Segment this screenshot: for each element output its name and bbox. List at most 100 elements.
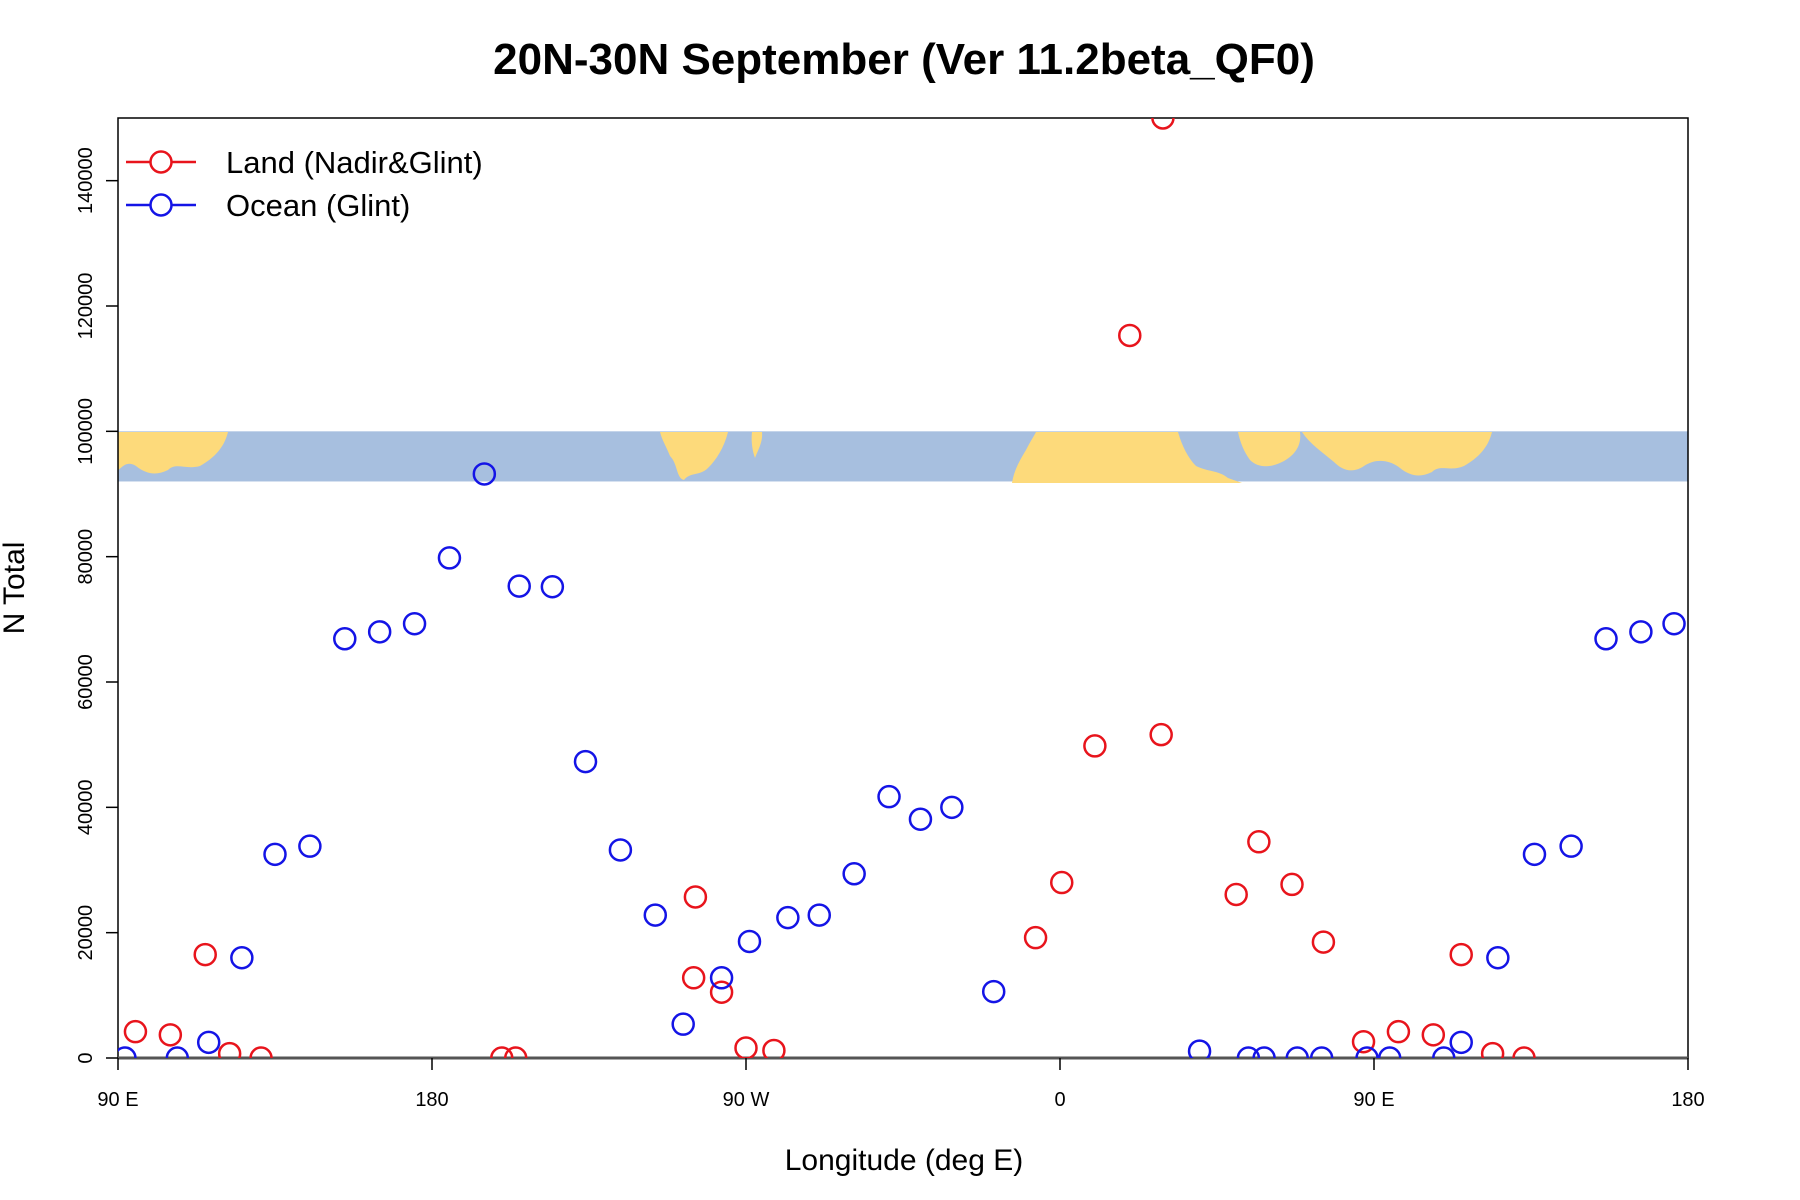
ocean-point-9 — [437, 546, 462, 570]
ocean-point-8 — [402, 611, 427, 636]
ocean-point-27 — [1236, 1046, 1261, 1058]
legend-ocean-label: Ocean (Glint) — [226, 188, 410, 223]
land-point-14 — [1083, 734, 1107, 758]
map-land-india-china — [1302, 432, 1492, 476]
ocean-point-19 — [776, 905, 800, 930]
ocean-point-26 — [1187, 1039, 1212, 1058]
map-land-florida — [751, 432, 763, 458]
land-point-11 — [762, 1038, 786, 1058]
land-point-13 — [1049, 870, 1074, 895]
y-tick-label-0: 0 — [75, 1052, 97, 1063]
ocean-point-30 — [1309, 1046, 1334, 1058]
ocean-point-13 — [573, 749, 598, 774]
land-point-27 — [1512, 1046, 1536, 1058]
land-point-6 — [503, 1046, 528, 1058]
ocean-point-11 — [507, 574, 531, 598]
ocean-point-39 — [1629, 620, 1653, 644]
legend-land-label: Land (Nadir&Glint) — [226, 145, 483, 180]
y-axis-label: N Total — [0, 542, 31, 635]
x-tick-label-1: 180 — [415, 1089, 448, 1111]
ocean-point-37 — [1559, 834, 1583, 858]
ocean-point-33 — [1432, 1046, 1456, 1058]
ocean-point-1 — [165, 1046, 190, 1058]
ocean-point-32 — [1377, 1046, 1402, 1058]
land-point-23 — [1386, 1019, 1411, 1044]
chart-title: 20N-30N September (Ver 11.2beta_QF0) — [493, 35, 1315, 84]
land-point-25 — [1449, 942, 1473, 967]
ocean-point-38 — [1594, 627, 1618, 651]
land-point-19 — [1247, 830, 1271, 854]
land-point-10 — [734, 1036, 758, 1058]
land-point-21 — [1311, 930, 1336, 954]
ocean-point-21 — [842, 862, 866, 886]
land-point-8 — [683, 885, 708, 909]
x-tick-label-3: 0 — [1054, 1089, 1065, 1111]
land-point-7 — [681, 966, 706, 990]
land-point-0 — [123, 1019, 148, 1044]
ocean-point-25 — [981, 979, 1006, 1004]
x-axis: 90 E 180 90 W 0 90 E 180 — [97, 1058, 1705, 1111]
land-point-26 — [1480, 1041, 1505, 1058]
land-point-12 — [1023, 925, 1048, 950]
land-point-5 — [490, 1046, 514, 1058]
ocean-point-0 — [118, 1046, 137, 1058]
ocean-point-3 — [230, 945, 254, 970]
land-point-17 — [1149, 722, 1173, 747]
ocean-point-29 — [1285, 1046, 1309, 1058]
ocean-point-20 — [807, 903, 832, 927]
y-tick-label-7: 140000 — [75, 147, 97, 214]
land-point-15 — [1118, 323, 1142, 348]
ocean-point-10 — [472, 462, 497, 486]
y-tick-label-2: 40000 — [75, 780, 97, 836]
y-tick-label-6: 120000 — [75, 273, 97, 340]
ocean-point-7 — [367, 620, 392, 644]
land-point-18 — [1224, 882, 1248, 907]
y-tick-label-5: 100000 — [75, 398, 97, 465]
map-land-north-america — [660, 432, 728, 480]
ocean-point-6 — [333, 627, 357, 651]
land-point-24 — [1421, 1023, 1446, 1047]
land-point-20 — [1280, 872, 1304, 897]
ocean-point-17 — [709, 966, 734, 990]
land-point-9 — [709, 980, 734, 1004]
legend-land-marker — [149, 150, 173, 174]
ocean-point-36 — [1522, 842, 1547, 867]
land-point-16 — [1151, 118, 1175, 130]
ocean-point-4 — [263, 842, 287, 867]
ocean-point-28 — [1252, 1046, 1276, 1058]
y-axis: 0 20000 40000 60000 80000 100000 120000 140000 — [75, 147, 118, 1064]
ocean-point-2 — [196, 1030, 221, 1055]
map-strip — [118, 431, 1688, 483]
x-tick-label-4: 90 E — [1353, 1089, 1394, 1111]
data-points — [118, 118, 1686, 1058]
ocean-point-35 — [1486, 945, 1510, 970]
y-tick-label-3: 60000 — [75, 654, 97, 710]
legend-ocean-marker — [149, 193, 173, 217]
plot-frame — [117, 117, 1689, 1059]
x-axis-label: Longitude (deg E) — [785, 1144, 1024, 1177]
x-tick-label-0: 90 E — [97, 1089, 138, 1111]
ocean-point-18 — [737, 929, 762, 954]
y-tick-label-4: 80000 — [75, 529, 97, 585]
ocean-point-5 — [298, 834, 322, 858]
map-land-middle-east — [1238, 432, 1301, 467]
ocean-point-22 — [877, 784, 901, 809]
ocean-point-14 — [608, 838, 633, 862]
map-land-east-asia — [118, 432, 228, 474]
land-point-22 — [1351, 1029, 1376, 1054]
ocean-point-40 — [1662, 611, 1686, 636]
x-tick-label-2: 90 W — [723, 1089, 770, 1111]
y-tick-label-1: 20000 — [75, 905, 97, 961]
map-land-sahara-arabia — [1012, 432, 1242, 483]
ocean-point-15 — [643, 903, 668, 927]
ocean-point-16 — [671, 1012, 695, 1036]
x-tick-label-5: 180 — [1671, 1089, 1704, 1111]
ocean-point-34 — [1449, 1030, 1473, 1055]
ocean-point-12 — [540, 574, 565, 599]
land-point-1 — [158, 1023, 183, 1047]
ocean-point-31 — [1355, 1046, 1379, 1058]
land-point-3 — [217, 1041, 242, 1058]
land-point-2 — [193, 942, 217, 967]
legend: Land (Nadir&Glint) Ocean (Glint) — [126, 145, 483, 223]
